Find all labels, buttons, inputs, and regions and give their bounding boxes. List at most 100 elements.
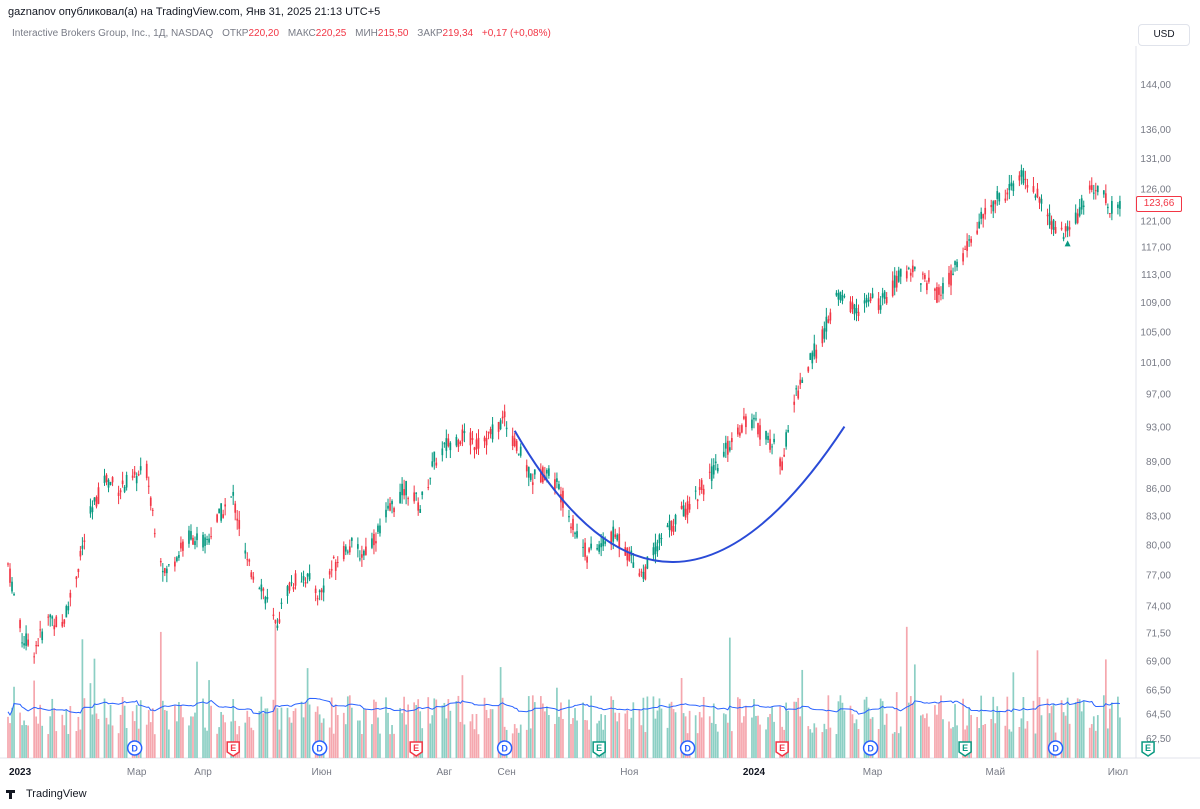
volume-bar	[83, 698, 86, 758]
volume-bar	[841, 702, 844, 758]
candle-body	[994, 200, 997, 205]
volume-bar	[513, 724, 516, 758]
candle-body	[694, 490, 697, 492]
volume-bar	[658, 698, 661, 758]
volume-bar	[401, 713, 403, 758]
candle-body	[342, 546, 345, 560]
candle-body	[363, 550, 365, 556]
volume-bar	[612, 699, 615, 758]
candle-body	[308, 573, 311, 580]
volume-bar	[365, 709, 367, 758]
volume-bar	[413, 702, 416, 758]
volume-bar	[320, 722, 323, 758]
candle-body	[926, 283, 928, 291]
candle-body	[531, 482, 534, 485]
candle-body	[1109, 213, 1111, 215]
candle-body	[1026, 184, 1029, 188]
volume-bar	[123, 705, 126, 758]
candle-body	[714, 461, 717, 464]
volume-bar	[926, 713, 928, 758]
volume-bar	[1090, 724, 1093, 758]
candle-body	[1018, 175, 1021, 181]
candle-body	[1102, 190, 1105, 195]
volume-bar	[531, 695, 534, 758]
volume-bar	[893, 732, 896, 758]
volume-bar	[837, 701, 840, 758]
volume-bar	[773, 721, 775, 758]
volume-bar	[336, 715, 339, 758]
low-label: МИН	[355, 28, 378, 39]
volume-bar	[1109, 708, 1111, 758]
volume-bar	[435, 699, 438, 758]
volume-bar	[996, 706, 999, 758]
candle-body	[505, 427, 508, 430]
earnings-marker-icon	[775, 741, 789, 757]
candle-body	[968, 239, 970, 241]
candle-body	[194, 541, 196, 546]
volume-bar	[272, 699, 275, 758]
candle-body	[123, 487, 126, 492]
volume-bar	[739, 698, 741, 758]
volume-bar	[815, 727, 818, 758]
volume-bar	[666, 727, 669, 758]
volume-bar	[202, 698, 204, 758]
candle-body	[950, 270, 952, 286]
candle-body	[361, 554, 363, 558]
candle-body	[741, 425, 743, 433]
volume-bar	[161, 700, 164, 758]
candle-body	[389, 503, 391, 511]
volume-bar	[222, 714, 224, 758]
volume-bar	[1117, 696, 1119, 758]
candle-body	[344, 546, 347, 552]
candle-body	[202, 534, 204, 548]
volume-bar	[614, 712, 617, 758]
candle-body	[771, 446, 773, 448]
candle-body	[401, 483, 403, 496]
volume-bar	[1068, 723, 1071, 758]
candle-body	[180, 542, 182, 549]
candle-body	[350, 538, 353, 541]
volume-bar	[710, 722, 713, 758]
candle-body	[165, 568, 168, 574]
candle-body	[1082, 205, 1085, 208]
candle-body	[588, 548, 590, 552]
candle-body	[672, 525, 675, 532]
volume-bar	[9, 723, 11, 758]
candle-body	[9, 568, 11, 583]
volume-bar	[582, 702, 584, 758]
candle-body	[797, 390, 800, 399]
candle-body	[674, 514, 677, 525]
volume-bar	[371, 724, 373, 758]
candle-body	[182, 541, 184, 551]
candle-body	[956, 261, 958, 268]
y-tick-label: 66,50	[1146, 685, 1171, 696]
candle-body	[11, 581, 13, 592]
candle-body	[49, 614, 52, 618]
candle-body	[230, 496, 233, 498]
candle-body	[322, 585, 325, 593]
volume-bar	[646, 696, 649, 758]
candle-body	[811, 352, 814, 364]
volume-bar	[455, 700, 458, 758]
candle-body	[913, 266, 916, 270]
candle-body	[558, 484, 560, 490]
y-tick-label: 83,00	[1146, 512, 1171, 523]
candle-body	[332, 557, 335, 559]
candle-body	[686, 501, 689, 515]
last-price-badge: 123,66	[1136, 196, 1182, 212]
candle-body	[899, 268, 902, 277]
volume-bar	[1062, 712, 1065, 758]
candle-body	[121, 480, 124, 485]
volume-bar	[292, 710, 295, 758]
candle-body	[232, 492, 235, 496]
candle-body	[964, 248, 966, 250]
volume-bar	[147, 710, 150, 758]
currency-button[interactable]: USD	[1138, 24, 1190, 46]
volume-bar	[357, 720, 359, 758]
volume-bar	[149, 722, 152, 758]
volume-bar	[586, 720, 588, 758]
candle-body	[938, 287, 940, 295]
volume-bar	[417, 699, 420, 758]
candle-body	[244, 550, 247, 554]
